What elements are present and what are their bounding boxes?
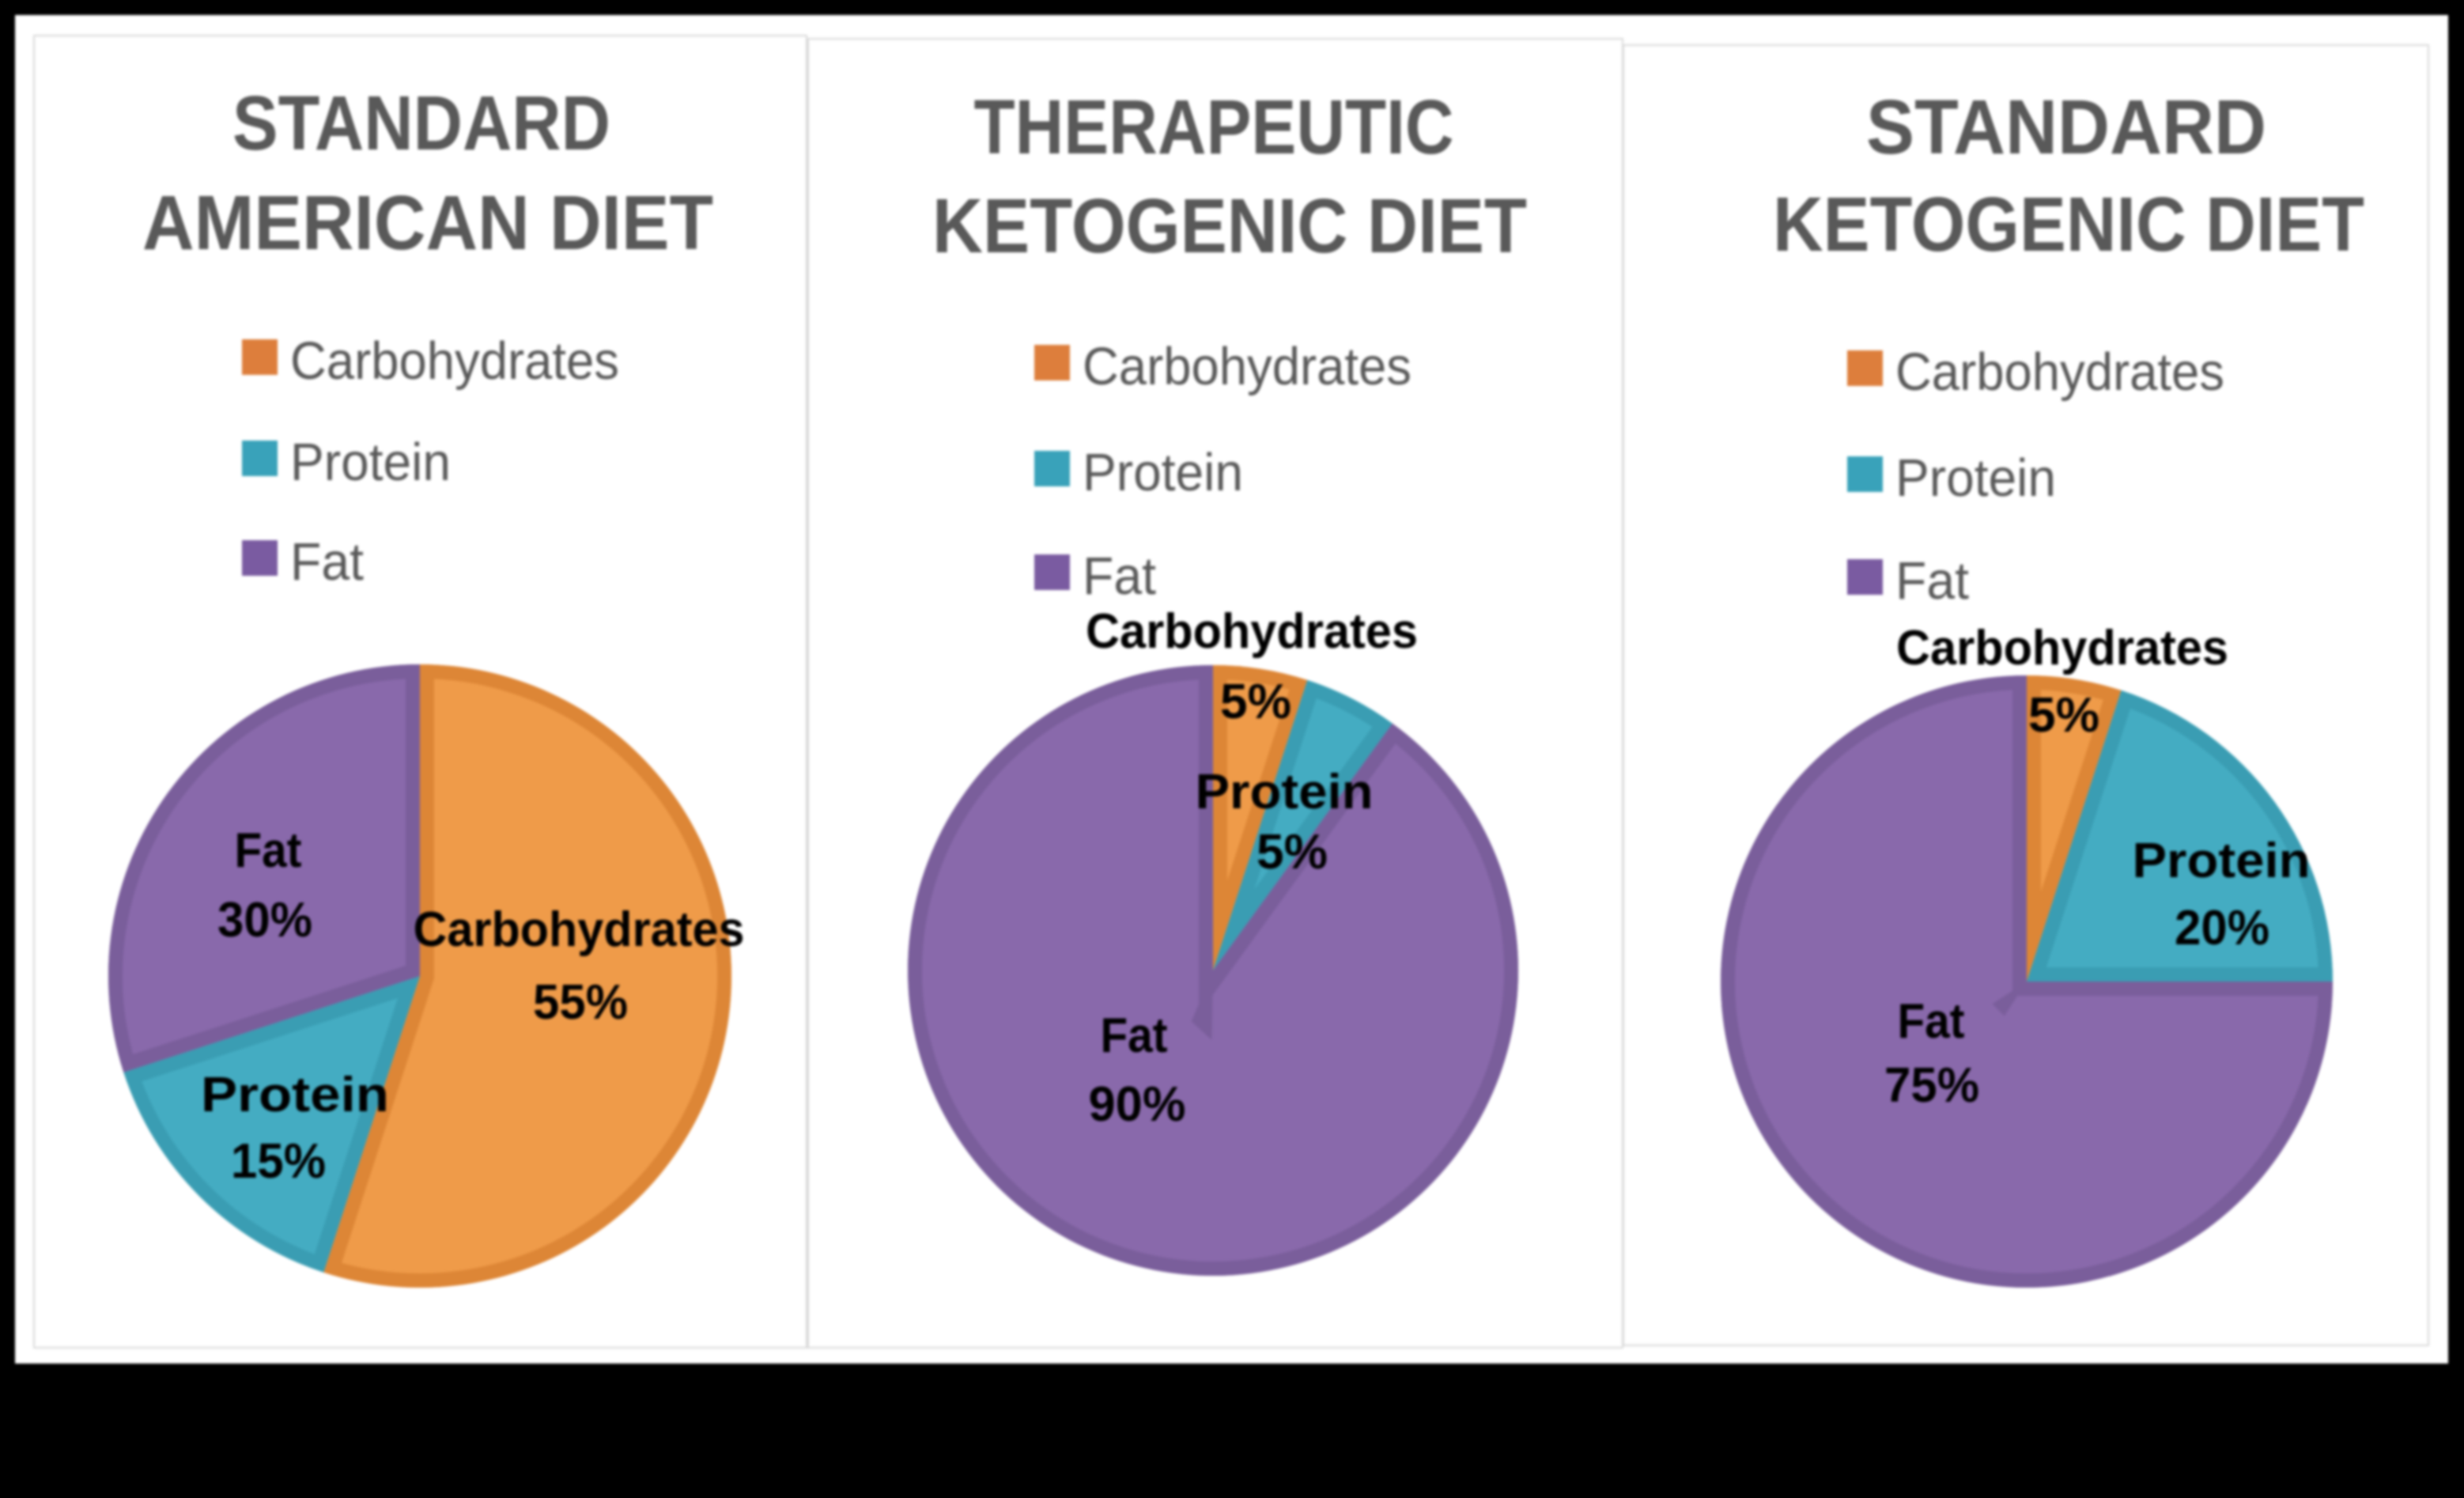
svg-text:Protein: Protein <box>1895 448 2056 508</box>
svg-text:Protein: Protein <box>290 433 451 492</box>
svg-text:5%: 5% <box>2028 688 2099 743</box>
svg-text:Protein: Protein <box>2133 834 2311 888</box>
svg-text:Carbohydrates: Carbohydrates <box>414 902 745 957</box>
svg-text:STANDARD: STANDARD <box>1866 84 2266 170</box>
svg-text:THERAPEUTIC: THERAPEUTIC <box>974 84 1454 170</box>
svg-text:Protein: Protein <box>1196 765 1374 819</box>
svg-text:30%: 30% <box>217 893 312 948</box>
svg-text:75%: 75% <box>1884 1058 1979 1113</box>
svg-text:Protein: Protein <box>1083 443 1243 502</box>
svg-text:AMERICAN DIET: AMERICAN DIET <box>142 180 713 266</box>
svg-text:15%: 15% <box>231 1134 326 1189</box>
svg-text:Carbohydrates: Carbohydrates <box>1083 337 1412 396</box>
svg-text:Protein: Protein <box>201 1068 389 1122</box>
svg-text:5%: 5% <box>1220 675 1291 729</box>
svg-text:Carbohydrates: Carbohydrates <box>1896 621 2228 675</box>
svg-text:Fat: Fat <box>1898 994 1965 1049</box>
svg-text:20%: 20% <box>2175 901 2269 955</box>
svg-text:KETOGENIC DIET: KETOGENIC DIET <box>1773 181 2364 267</box>
svg-text:90%: 90% <box>1089 1077 1186 1132</box>
svg-text:Carbohydrates: Carbohydrates <box>290 331 619 391</box>
svg-text:5%: 5% <box>1257 825 1328 880</box>
svg-text:STANDARD: STANDARD <box>232 80 610 166</box>
svg-text:Fat: Fat <box>1083 547 1156 606</box>
svg-text:KETOGENIC DIET: KETOGENIC DIET <box>932 183 1527 269</box>
svg-text:Fat: Fat <box>235 823 302 878</box>
svg-text:Carbohydrates: Carbohydrates <box>1895 342 2224 402</box>
svg-text:55%: 55% <box>533 975 628 1030</box>
svg-text:Carbohydrates: Carbohydrates <box>1086 604 1418 659</box>
svg-text:Fat: Fat <box>1895 551 1969 611</box>
svg-text:Fat: Fat <box>290 532 364 592</box>
svg-text:Fat: Fat <box>1101 1008 1168 1063</box>
